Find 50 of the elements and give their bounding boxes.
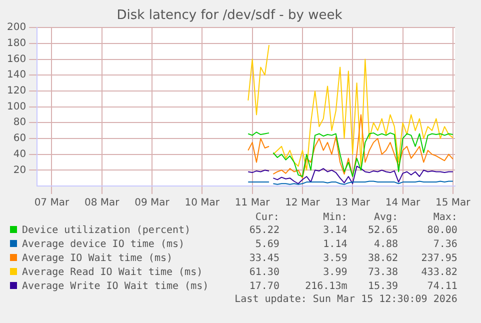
text: 38.62: [366, 252, 398, 266]
x-tick-label: 07 Mar: [34, 198, 70, 209]
text: 15.39: [366, 280, 398, 294]
text: 52.65: [366, 224, 398, 238]
y-tick-label: 60: [13, 133, 26, 144]
legend-label: Device utilization (percent): [21, 224, 192, 238]
x-tick-label: 13 Mar: [335, 198, 371, 209]
x-tick-label: 11 Mar: [234, 198, 271, 209]
text: 33.45: [248, 252, 280, 266]
text: Avg:: [372, 212, 398, 224]
y-tick-label: 180: [6, 38, 26, 50]
y-tick-label: 140: [6, 70, 26, 81]
text: 61.30: [248, 266, 280, 280]
text: 7.36: [432, 238, 458, 252]
y-tick-label: 100: [6, 101, 26, 112]
legend-label: Average Write IO Wait time (ms): [21, 280, 210, 294]
text: Cur:: [254, 212, 280, 224]
chart-title: Disk latency for /dev/sdf - by week: [116, 8, 343, 24]
text: 3.59: [322, 252, 348, 266]
x-tick-label: 14 Mar: [385, 198, 422, 209]
text: 73.38: [366, 266, 398, 280]
text: 3.99: [322, 266, 348, 280]
y-tick-label: 80: [13, 117, 26, 128]
text: 237.95: [420, 252, 458, 266]
text: 3.14: [322, 224, 348, 238]
text: Min:: [322, 212, 348, 224]
text: 216.13m: [304, 280, 348, 294]
x-tick-label: 15 Mar: [436, 198, 472, 209]
text: Last update: Sun Mar 15 12:30:09 2026: [234, 294, 458, 306]
x-tick-label: 09 Mar: [134, 198, 170, 209]
y-tick-label: 120: [6, 86, 26, 97]
x-tick-label: 12 Mar: [285, 198, 321, 209]
legend-label: Average device IO time (ms): [21, 238, 186, 252]
y-tick-label: 160: [6, 54, 26, 65]
x-tick-label: 08 Mar: [84, 198, 120, 209]
legend-label: Average IO Wait time (ms): [21, 252, 174, 266]
text: Max:: [432, 212, 458, 224]
y-tick-label: 20: [13, 164, 26, 176]
text: 5.69: [254, 238, 280, 252]
text: 4.88: [372, 238, 398, 252]
text: 80.00: [426, 224, 458, 238]
text: 1.14: [322, 238, 348, 252]
y-tick-label: 40: [13, 148, 26, 160]
text: 433.82: [420, 266, 458, 280]
text: 17.70: [248, 280, 280, 294]
text: 74.11: [426, 280, 458, 294]
x-tick-label: 10 Mar: [184, 198, 220, 209]
text: 65.22: [248, 224, 280, 238]
y-tick-label: 200: [6, 22, 26, 34]
legend-label: Average Read IO Wait time (ms): [21, 266, 204, 280]
